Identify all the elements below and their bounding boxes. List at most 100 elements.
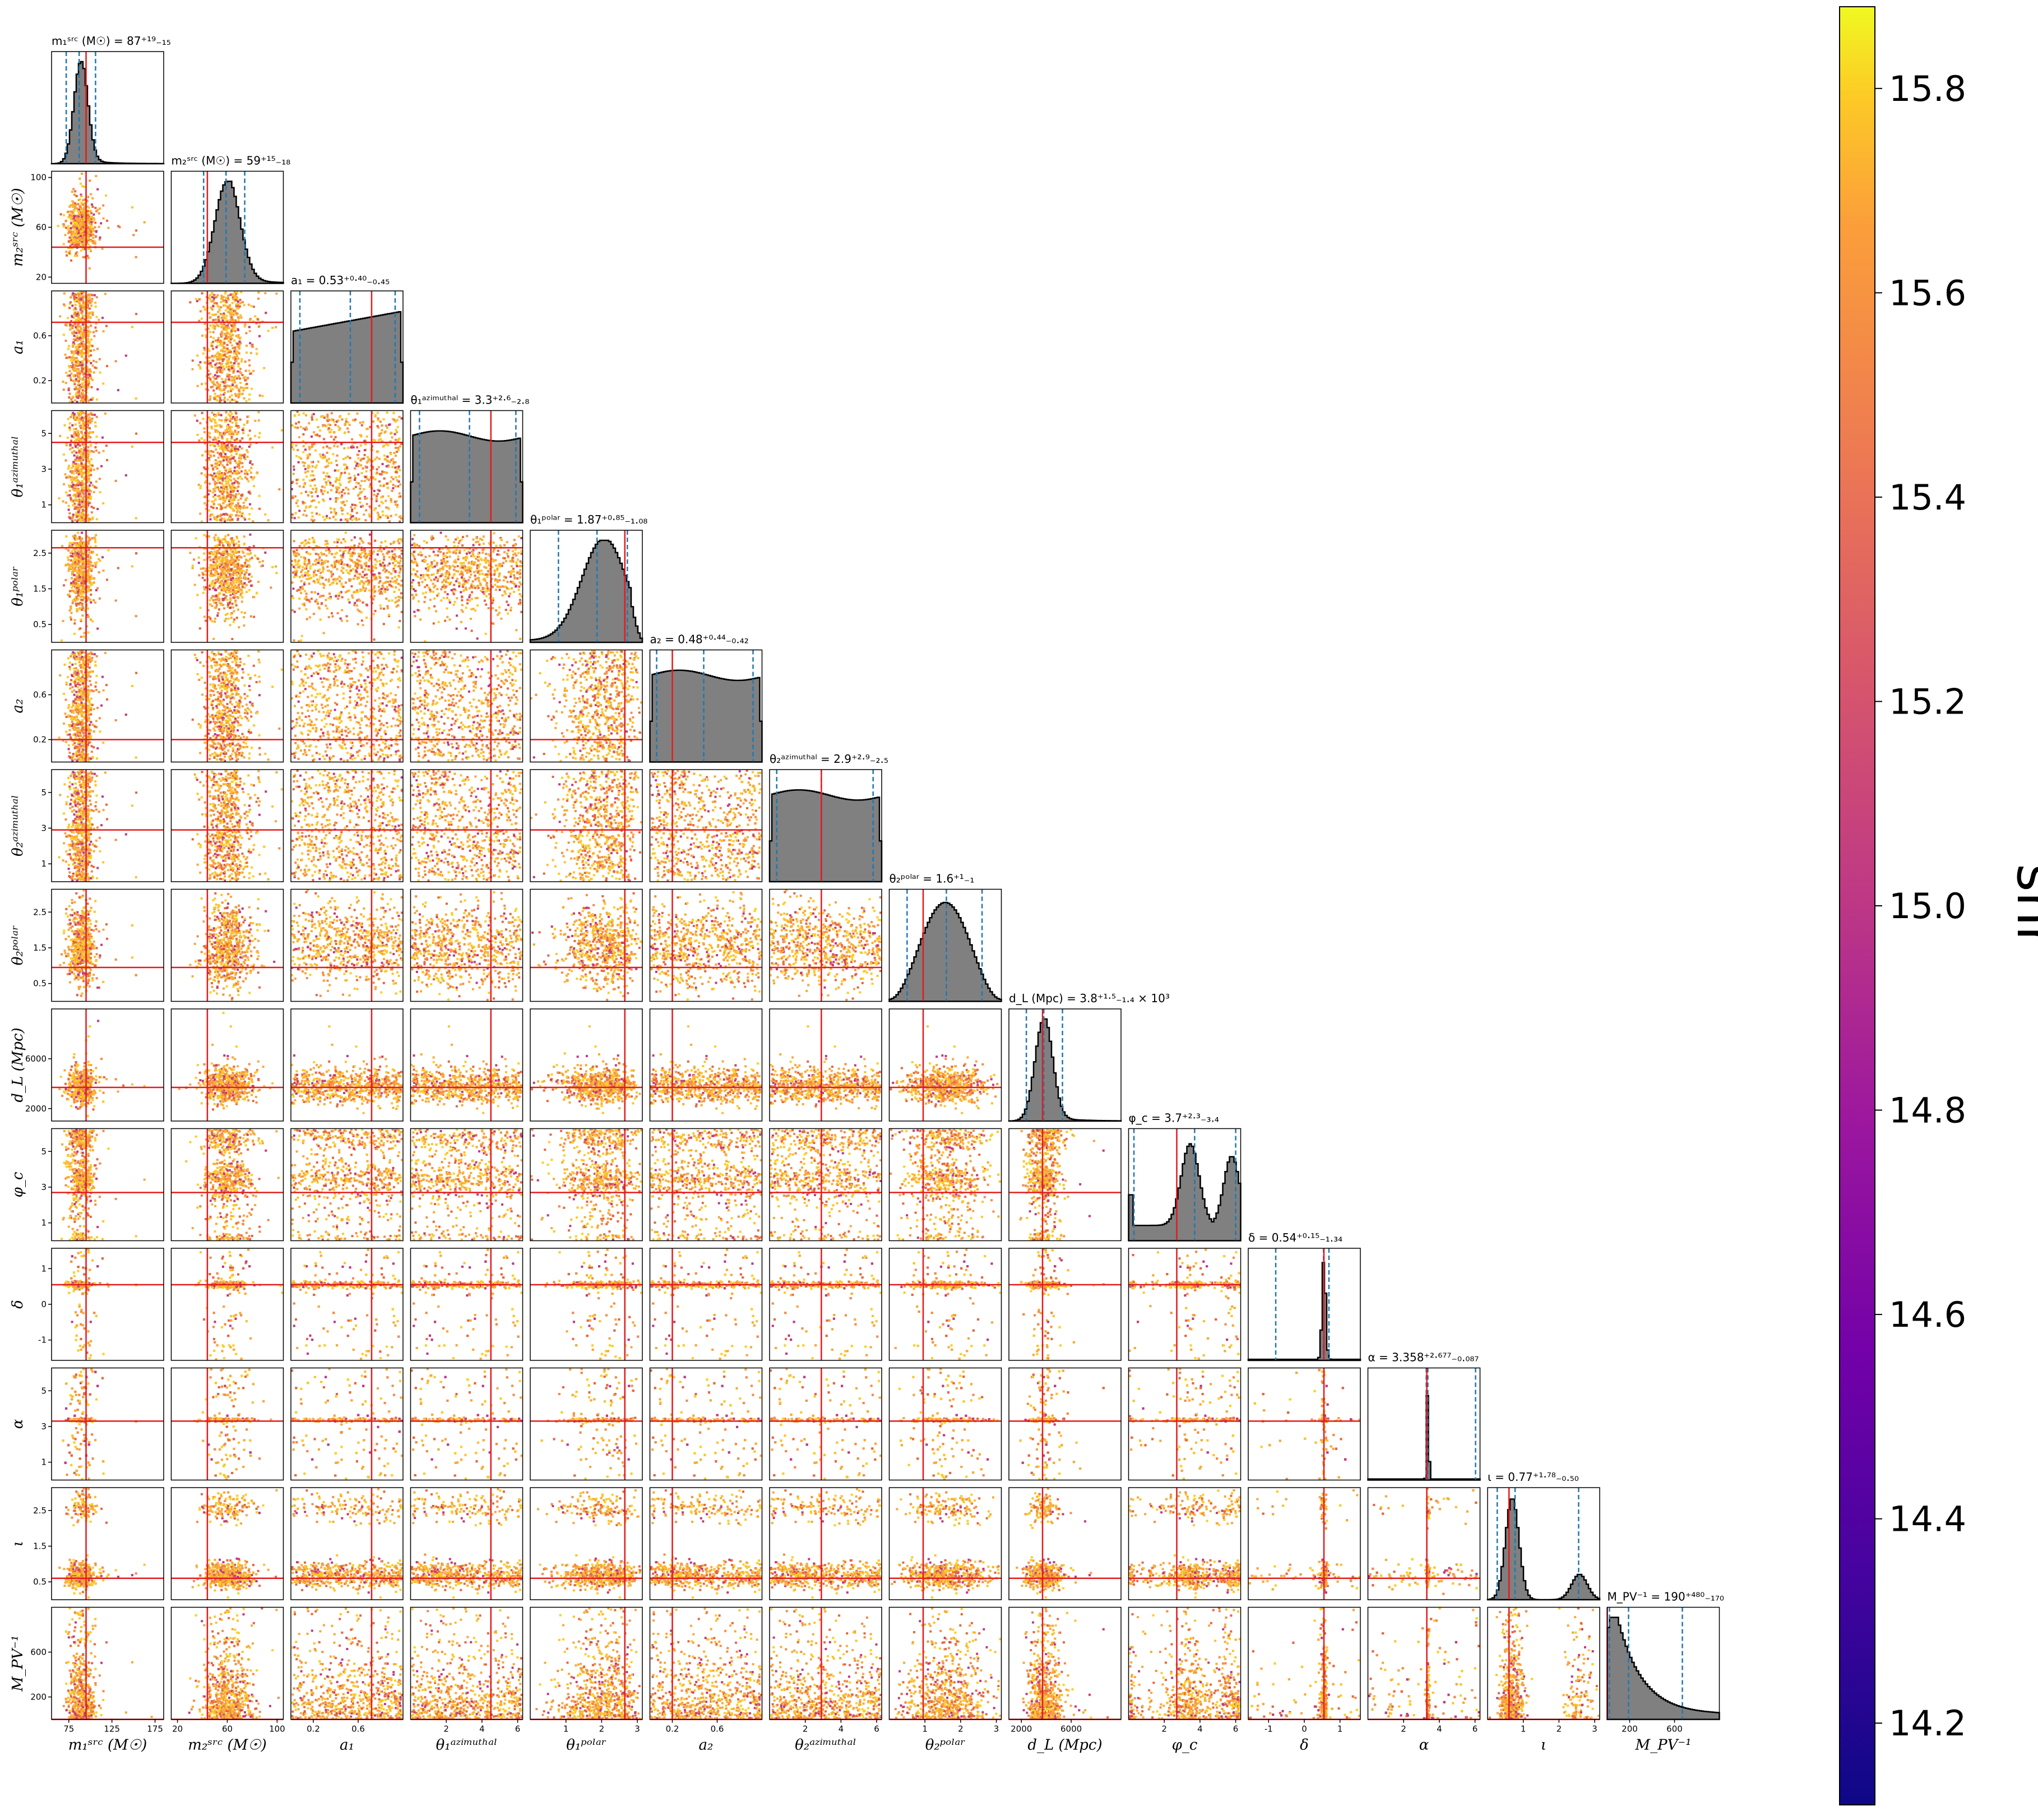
scatter-point — [79, 205, 81, 207]
scatter-point — [231, 394, 233, 396]
scatter-point — [81, 243, 83, 245]
scatter-point — [230, 330, 233, 332]
scatter-point — [135, 397, 137, 400]
scatter-point — [68, 307, 71, 309]
scatter-point — [132, 234, 135, 236]
scatter-point — [77, 391, 79, 393]
scatter-point — [68, 345, 70, 348]
scatter-point — [87, 229, 90, 231]
scatter-point — [233, 350, 235, 353]
scatter-point — [82, 344, 84, 346]
scatter-point — [65, 382, 67, 384]
scatter-point — [96, 296, 98, 298]
scatter-point — [75, 304, 77, 306]
scatter-point — [66, 254, 68, 257]
scatter-point — [75, 244, 77, 246]
scatter-point — [209, 294, 211, 297]
scatter-point — [219, 341, 221, 343]
y-tick-label: 0.6 — [33, 331, 47, 341]
scatter-point — [225, 297, 227, 299]
scatter-point — [73, 224, 76, 226]
scatter-point — [241, 358, 243, 360]
scatter-point — [76, 242, 78, 244]
scatter-point — [89, 342, 91, 345]
scatter-point — [81, 223, 84, 225]
scatter-point — [92, 331, 95, 334]
scatter-point — [209, 395, 211, 397]
scatter-point — [212, 348, 214, 350]
scatter-point — [229, 349, 231, 351]
scatter-point — [240, 317, 243, 319]
scatter-panel-1-0: 2060100m₂ˢʳᶜ (M☉) — [10, 172, 164, 284]
scatter-point — [64, 354, 67, 356]
scatter-point — [105, 325, 108, 327]
scatter-point — [68, 392, 71, 395]
scatter-point — [88, 355, 90, 357]
scatter-point — [57, 225, 59, 227]
scatter-point — [78, 224, 81, 226]
scatter-point — [80, 230, 82, 233]
scatter-point — [87, 334, 90, 336]
scatter-point — [117, 225, 119, 227]
scatter-point — [77, 363, 79, 365]
scatter-point — [106, 365, 108, 367]
scatter-point — [70, 398, 72, 400]
scatter-point — [73, 233, 75, 235]
scatter-point — [73, 239, 76, 242]
scatter-point — [70, 218, 72, 220]
scatter-point — [71, 327, 73, 329]
scatter-point — [77, 351, 79, 354]
scatter-point — [220, 394, 222, 396]
scatter-point — [82, 334, 84, 336]
scatter-point — [204, 362, 206, 364]
scatter-point — [73, 193, 76, 196]
scatter-point — [240, 386, 242, 388]
scatter-point — [217, 294, 219, 297]
scatter-point — [81, 367, 83, 369]
scatter-point — [76, 313, 78, 315]
scatter-point — [94, 294, 96, 297]
scatter-point — [92, 228, 94, 230]
scatter-point — [63, 388, 65, 391]
scatter-point — [76, 235, 78, 237]
scatter-point — [217, 341, 219, 343]
scatter-point — [212, 337, 215, 339]
scatter-point — [87, 297, 90, 299]
scatter-point — [94, 367, 96, 369]
scatter-point — [64, 234, 67, 236]
scatter-point — [63, 214, 65, 216]
scatter-point — [73, 388, 76, 390]
scatter-point — [82, 248, 84, 250]
scatter-point — [95, 330, 98, 332]
scatter-point — [94, 326, 96, 328]
scatter-point — [131, 326, 133, 328]
scatter-point — [115, 360, 117, 362]
scatter-point — [76, 228, 78, 230]
scatter-point — [72, 231, 74, 233]
scatter-point — [98, 226, 100, 228]
scatter-point — [215, 313, 217, 316]
scatter-point — [71, 356, 73, 359]
scatter-point — [68, 387, 70, 390]
scatter-point — [246, 387, 248, 389]
scatter-point — [99, 238, 101, 240]
scatter-point — [63, 225, 65, 228]
scatter-point — [68, 237, 71, 239]
scatter-point — [71, 216, 73, 218]
scatter-point — [87, 384, 89, 386]
scatter-point — [87, 340, 90, 342]
scatter-point — [82, 391, 84, 393]
scatter-point — [72, 350, 74, 353]
scatter-point — [244, 360, 247, 363]
scatter-point — [102, 382, 104, 385]
scatter-point — [82, 203, 84, 206]
scatter-point — [71, 362, 73, 364]
scatter-point — [80, 195, 82, 197]
scatter-point — [78, 343, 81, 345]
scatter-point — [217, 337, 220, 339]
scatter-point — [95, 361, 98, 363]
scatter-point — [239, 336, 242, 339]
scatter-point — [78, 374, 80, 377]
scatter-point — [237, 370, 239, 372]
scatter-point — [89, 302, 91, 304]
